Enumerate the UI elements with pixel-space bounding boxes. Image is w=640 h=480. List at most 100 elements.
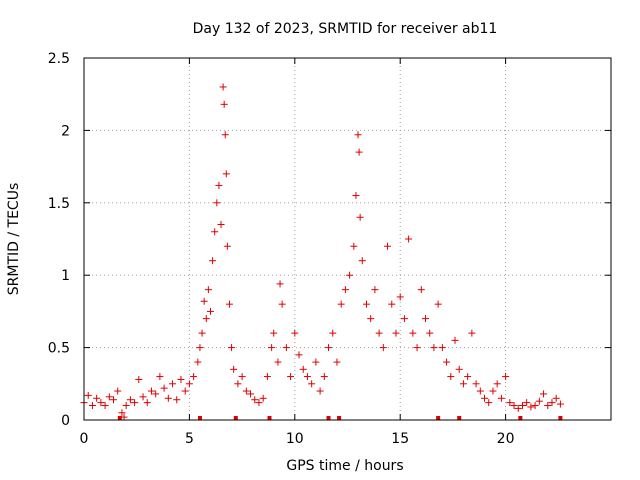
data-point [548, 399, 556, 407]
data-point [355, 148, 363, 156]
data-point [308, 380, 316, 388]
data-point [211, 228, 219, 236]
data-point [379, 344, 387, 352]
data-point [139, 393, 147, 401]
y-tick-label: 0.5 [48, 341, 70, 357]
data-point [247, 390, 255, 398]
data-point [485, 399, 493, 407]
data-point [268, 344, 276, 352]
data-point [190, 373, 198, 381]
data-point [426, 329, 434, 337]
data-point [447, 373, 455, 381]
data-point [421, 315, 429, 323]
data-point [274, 358, 282, 366]
baseline-marker [233, 416, 238, 420]
data-point [131, 399, 139, 407]
baseline-marker [326, 416, 331, 420]
data-point [259, 394, 267, 402]
data-point [459, 380, 467, 388]
data-point [497, 394, 505, 402]
data-point [299, 365, 307, 373]
data-point [510, 402, 518, 410]
data-point [126, 396, 134, 404]
data-point [303, 373, 311, 381]
data-point [341, 286, 349, 294]
data-point [270, 329, 278, 337]
data-point [169, 380, 177, 388]
data-point [451, 336, 459, 344]
data-point [409, 329, 417, 337]
baseline-marker [267, 416, 272, 420]
x-axis-title: GPS time / hours [286, 458, 403, 474]
data-point [228, 344, 236, 352]
data-point [263, 373, 271, 381]
chart-title: Day 132 of 2023, SRMTID for receiver ab1… [193, 21, 498, 37]
data-point [468, 329, 476, 337]
data-point [147, 387, 155, 395]
data-point [375, 329, 383, 337]
data-point [455, 365, 463, 373]
data-point [329, 329, 337, 337]
data-point [160, 384, 168, 392]
data-point [518, 402, 526, 410]
data-point [101, 402, 109, 410]
data-point [356, 213, 364, 221]
data-point [464, 373, 472, 381]
data-point [316, 387, 324, 395]
data-point [282, 344, 290, 352]
data-point [251, 396, 259, 404]
data-point [185, 380, 193, 388]
data-point [93, 394, 101, 402]
data-point [506, 399, 514, 407]
data-point [114, 387, 122, 395]
data-point [405, 235, 413, 243]
x-tick-label: 10 [286, 431, 304, 447]
data-point [481, 394, 489, 402]
data-point [204, 286, 212, 294]
data-point [206, 307, 214, 315]
data-point [295, 351, 303, 359]
data-point [362, 300, 370, 308]
data-point [527, 403, 535, 411]
baseline-marker [197, 416, 202, 420]
data-point [384, 242, 392, 250]
data-point [354, 131, 362, 139]
data-point [255, 399, 263, 407]
data-point [556, 400, 564, 408]
data-point [276, 280, 284, 288]
data-point [443, 358, 451, 366]
data-point [217, 221, 225, 229]
data-point [238, 373, 246, 381]
data-point [312, 358, 320, 366]
x-tick-labels: 0 5 10 15 20 [80, 431, 515, 447]
data-point [540, 390, 548, 398]
baseline-markers [117, 416, 563, 420]
data-point [552, 394, 560, 402]
data-point [225, 300, 233, 308]
data-point [230, 365, 238, 373]
data-point [177, 375, 185, 383]
x-tick-label: 15 [391, 431, 409, 447]
data-point [202, 315, 210, 323]
data-point [417, 286, 425, 294]
data-point [400, 315, 408, 323]
data-point [371, 286, 379, 294]
data-point [152, 390, 160, 398]
axis-ticks [83, 57, 611, 421]
data-point [291, 329, 299, 337]
data-point [84, 391, 92, 399]
data-point [200, 297, 208, 305]
data-point [213, 199, 221, 207]
baseline-marker [558, 416, 563, 420]
data-point [181, 387, 189, 395]
data-point [110, 396, 118, 404]
data-point [531, 402, 539, 410]
data-point [352, 192, 360, 200]
baseline-marker [518, 416, 523, 420]
data-point [430, 344, 438, 352]
y-axis-title: SRMTID / TECUs [6, 183, 22, 296]
data-point [198, 329, 206, 337]
data-points [80, 83, 564, 421]
data-point [135, 375, 143, 383]
data-point [97, 399, 105, 407]
